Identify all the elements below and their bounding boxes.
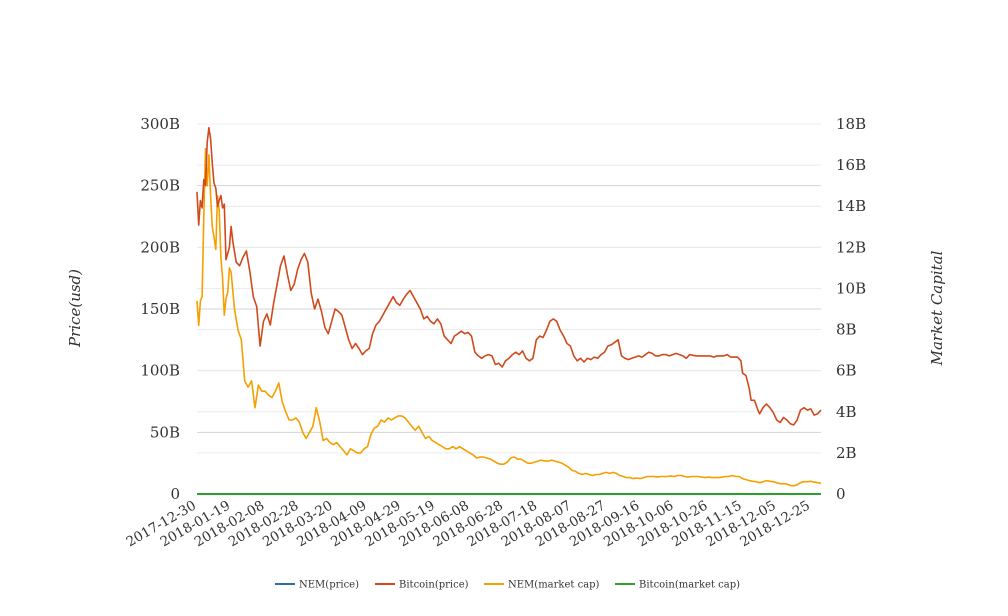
- right-tick-label: 10B: [836, 279, 866, 297]
- x-axis-ticks: 2017-12-302018-01-192018-02-082018-02-28…: [124, 498, 813, 551]
- left-tick-label: 250B: [140, 177, 180, 195]
- legend-item[interactable]: NEM(price): [275, 580, 359, 591]
- right-tick-label: 0: [836, 485, 846, 503]
- left-axis-ticks: 0 50B 100B 150B 200B 250B 300B: [140, 115, 180, 503]
- left-tick-label: 0: [170, 485, 180, 503]
- left-tick-label: 300B: [140, 115, 180, 133]
- right-tick-label: 2B: [836, 444, 857, 462]
- grid-lines: [197, 123, 821, 495]
- right-axis-title: Market Capital: [928, 250, 946, 366]
- left-tick-label: 150B: [140, 300, 180, 318]
- left-axis-title: Price(usd): [66, 269, 84, 348]
- right-tick-label: 14B: [836, 197, 866, 215]
- legend-label: NEM(price): [299, 580, 359, 591]
- right-tick-label: 6B: [836, 362, 857, 380]
- right-tick-label: 18B: [836, 115, 866, 133]
- series-line-2: [196, 147, 822, 487]
- right-axis-ticks: 0 2B 4B 6B 8B 10B 12B 14B 16B 18B: [836, 115, 866, 503]
- right-tick-label: 16B: [836, 156, 866, 174]
- legend: NEM(price) Bitcoin(price) NEM(market cap) B…: [275, 580, 740, 591]
- left-tick-label: 50B: [150, 423, 180, 441]
- legend-label: Bitcoin(market cap): [639, 580, 740, 591]
- right-tick-label: 8B: [836, 321, 857, 339]
- legend-label: NEM(market cap): [508, 580, 600, 591]
- left-tick-label: 200B: [140, 238, 180, 256]
- series-layer: [196, 126, 822, 495]
- right-tick-label: 12B: [836, 238, 866, 256]
- legend-label: Bitcoin(price): [399, 580, 469, 591]
- legend-item[interactable]: Bitcoin(price): [375, 580, 469, 591]
- left-tick-label: 100B: [140, 362, 180, 380]
- legend-item[interactable]: NEM(market cap): [484, 580, 600, 591]
- right-tick-label: 4B: [836, 403, 857, 421]
- legend-item[interactable]: Bitcoin(market cap): [615, 580, 740, 591]
- series-line-1: [196, 126, 822, 426]
